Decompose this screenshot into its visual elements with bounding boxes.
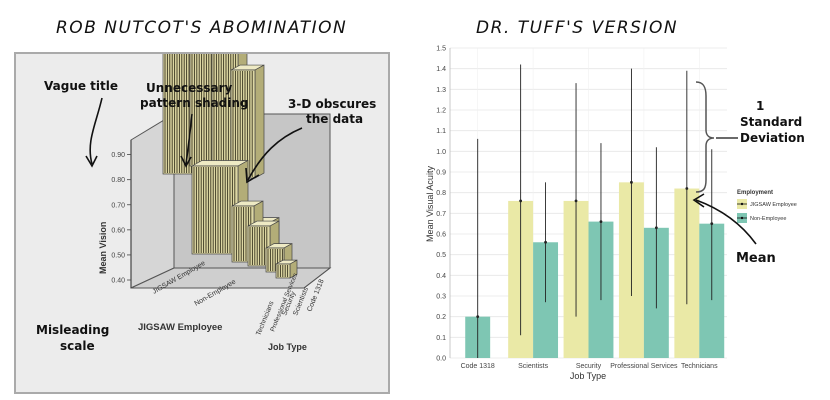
y-tick-label: 0.7 — [436, 211, 446, 218]
box-floor-edge — [303, 267, 331, 289]
arrowhead — [85, 155, 98, 168]
arrow-vague-title — [89, 97, 103, 165]
left-x-axis-title: JIGSAW Employee — [138, 322, 222, 333]
legend-label: Non-Employee — [750, 216, 786, 222]
annotation-pattern: Unnecessary — [146, 81, 233, 95]
left-3d-bars — [162, 54, 298, 279]
x-tick-label: Security — [576, 363, 602, 370]
y-tick-label: 0.6 — [436, 232, 446, 239]
left-y-tick-label: 0.80 — [111, 177, 125, 184]
y-tick-label: 0.4 — [436, 273, 446, 280]
annotation-sd: Deviation — [740, 131, 805, 145]
left-y-ticks: 0.40 0.50 0.60 0.70 0.80 0.90 — [111, 152, 131, 285]
y-tick-label: 0.5 — [436, 252, 446, 259]
y-tick-label: 1.2 — [436, 108, 446, 115]
sd-brace — [695, 81, 715, 193]
annotation-3d: 3-D obscures — [288, 97, 376, 111]
x-tick-labels: Code 1318 Scientists Security Professional … — [461, 363, 719, 370]
y-tick-label: 0.8 — [436, 190, 446, 197]
left-y-tick-label: 0.40 — [111, 278, 125, 285]
mean-point — [544, 240, 547, 244]
arrow-mean — [695, 199, 757, 245]
annotation-vague-title: Vague title — [44, 79, 118, 93]
x-tick-label: Professional Services — [610, 363, 678, 370]
annotation-misleading-scale: Misleading — [36, 323, 109, 337]
bar-chart: 0.0 0.1 0.2 0.3 0.4 0.5 0.6 0.7 0.8 0.9 1.0 1.1 1.2 1… — [425, 46, 805, 382]
left-y-tick-label: 0.70 — [111, 202, 125, 209]
annotation-mean: Mean — [736, 251, 776, 266]
arrow-3d — [247, 127, 303, 181]
error-bars — [476, 64, 714, 358]
arrowhead — [245, 167, 260, 184]
arrowhead — [180, 155, 192, 168]
arrow-pattern — [185, 113, 193, 165]
left-panel-heading: ROB NUTCOT'S ABOMINATION — [56, 18, 348, 38]
mean-point — [599, 220, 603, 224]
y-tick-labels: 0.0 0.1 0.2 0.3 0.4 0.5 0.6 0.7 0.8 0.9 1.0 1.1 1.2 1… — [436, 46, 446, 363]
right-panel-heading: DR. TUFF'S VERSION — [476, 18, 679, 38]
bad-3d-chart-panel: 0.40 0.50 0.60 0.70 0.80 0.90 Mean Vision JIG… — [14, 52, 390, 394]
annotation-sd: 1 — [756, 99, 764, 113]
left-job-label: Scientists — [292, 286, 310, 317]
y-axis-label: Mean Visual Acuity — [425, 166, 435, 242]
legend-swatch-dot — [740, 202, 744, 206]
y-tick-label: 0.0 — [436, 356, 446, 363]
x-axis-label: Job Type — [570, 371, 606, 381]
legend: Employment JIGSAW Employee Non-Employee — [737, 190, 797, 223]
mean-point — [685, 187, 689, 190]
y-tick-label: 0.9 — [436, 170, 446, 177]
y-tick-label: 1.1 — [436, 128, 446, 135]
left-y-tick-label: 0.60 — [111, 227, 125, 234]
left-y-tick-label: 0.50 — [111, 252, 125, 259]
mean-point — [476, 315, 480, 319]
x-tick-label: Technicians — [681, 363, 718, 370]
y-tick-label: 0.1 — [436, 335, 446, 342]
mean-point — [710, 222, 714, 226]
annotation-3d: the data — [306, 112, 363, 126]
legend-title: Employment — [737, 190, 773, 196]
x-tick-label: Code 1318 — [461, 363, 495, 370]
left-y-tick-label: 0.90 — [111, 152, 125, 159]
x-tick-label: Scientists — [518, 363, 548, 370]
left-y-axis-label: Mean Vision — [98, 222, 108, 274]
y-tick-label: 1.3 — [436, 87, 446, 94]
y-tick-label: 1.5 — [436, 46, 446, 53]
annotation-pattern: pattern shading — [140, 96, 249, 110]
y-tick-label: 0.3 — [436, 294, 446, 301]
legend-label: JIGSAW Employee — [750, 202, 797, 208]
arrowhead — [692, 193, 705, 208]
tufte-chart-panel: 0.0 0.1 0.2 0.3 0.4 0.5 0.6 0.7 0.8 0.9 1.0 1.1 1.2 1… — [400, 44, 830, 400]
left-depth-axis-title: Job Type — [268, 342, 307, 352]
mean-point — [654, 226, 658, 230]
legend-swatch-dot — [740, 216, 744, 220]
mean-point — [519, 199, 523, 203]
bad-3d-chart: 0.40 0.50 0.60 0.70 0.80 0.90 Mean Vision JIG… — [36, 54, 376, 353]
annotation-misleading-scale: scale — [60, 339, 95, 353]
mean-point — [574, 199, 578, 203]
y-tick-label: 1.4 — [436, 66, 446, 73]
y-tick-label: 0.2 — [436, 314, 446, 321]
annotation-sd: Standard — [740, 115, 802, 129]
mean-point — [630, 180, 633, 184]
y-tick-label: 1.0 — [436, 149, 446, 156]
